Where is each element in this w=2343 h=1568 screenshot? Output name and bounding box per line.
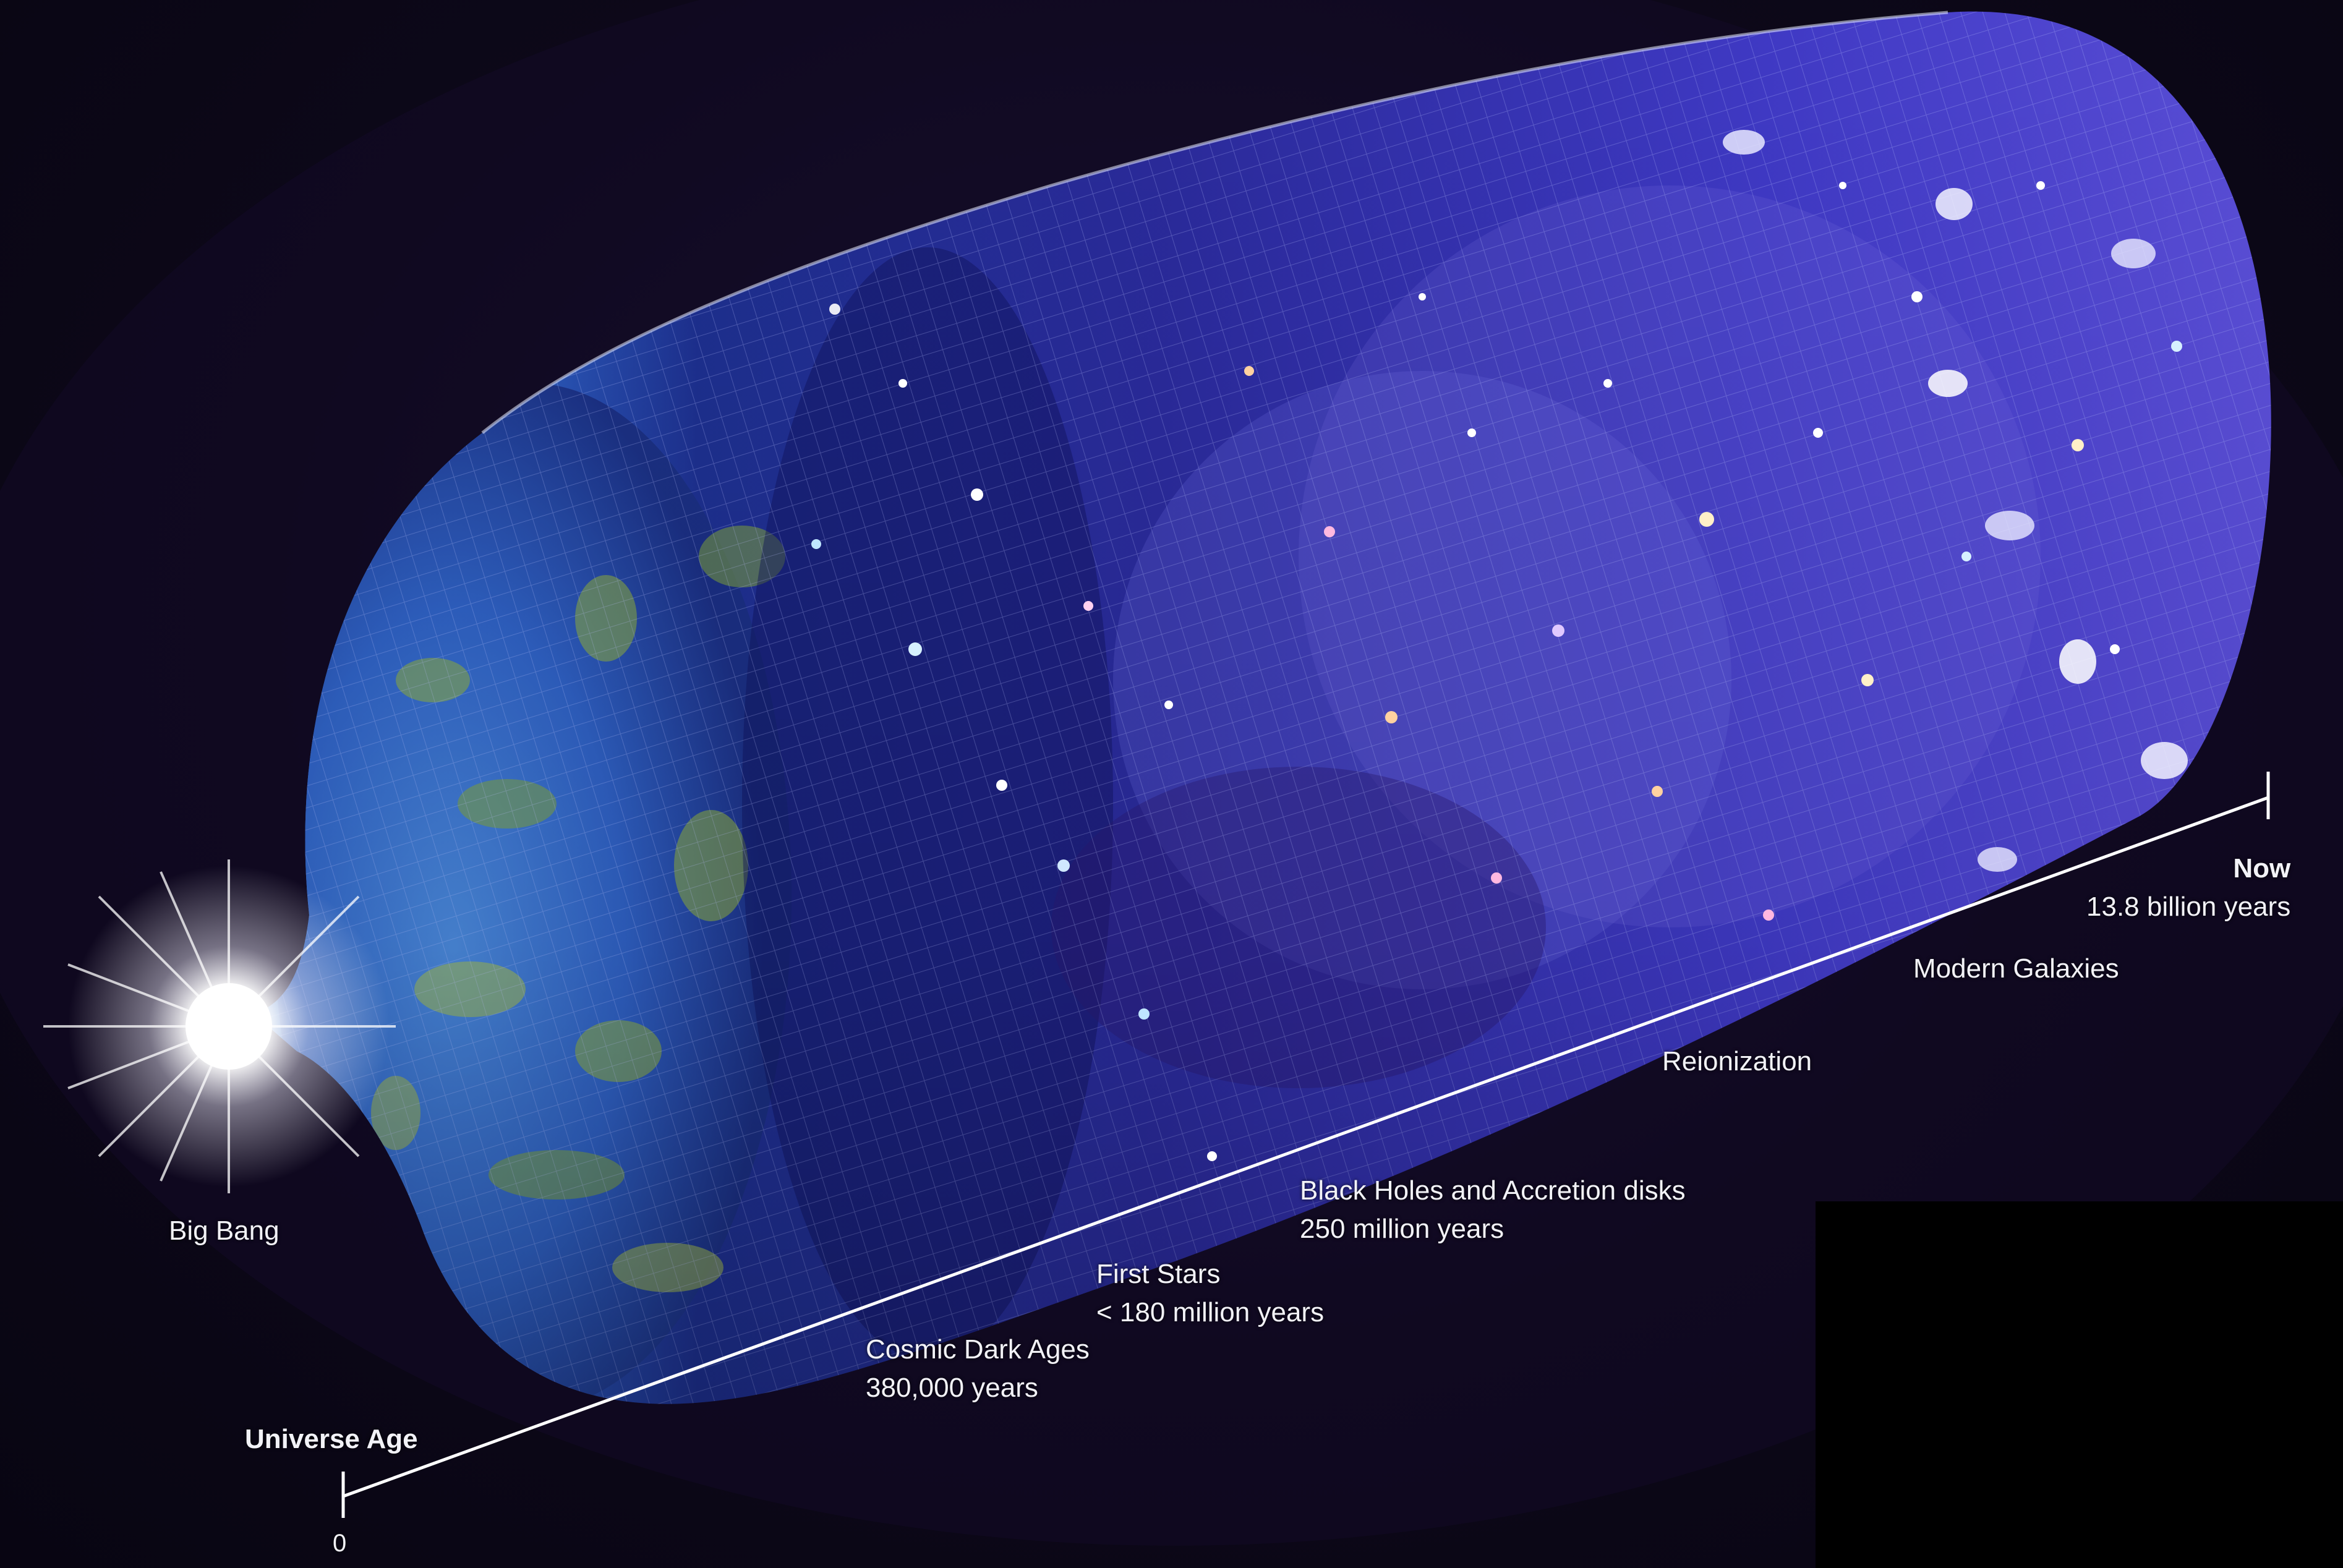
cosmic-dark-ages-age: 380,000 years	[866, 1373, 1038, 1404]
now-label: Now 13.8 billion years	[2086, 850, 2290, 927]
first-stars-age: < 180 million years	[1096, 1297, 1325, 1328]
first-stars-title: First Stars	[1096, 1259, 1221, 1289]
black-holes-age: 250 million years	[1300, 1214, 1504, 1245]
black-holes-label: Black Holes and Accretion disks 250 mill…	[1300, 1172, 1686, 1249]
now-age: 13.8 billion years	[2086, 892, 2291, 922]
timeline-start-label: 0	[333, 1530, 347, 1557]
blank-overlay-box	[1816, 1201, 2343, 1568]
universe-age-label: Universe Age	[245, 1424, 418, 1454]
big-bang-burst	[43, 859, 396, 1193]
black-holes-title: Black Holes and Accretion disks	[1300, 1175, 1686, 1206]
modern-galaxies-label: Modern Galaxies	[1913, 953, 2119, 984]
universe-age-timeline	[341, 772, 2270, 1518]
cosmic-dark-ages-label: Cosmic Dark Ages 380,000 years	[866, 1331, 1090, 1408]
reionization-label: Reionization	[1662, 1046, 1812, 1076]
first-stars-label: First Stars < 180 million years	[1096, 1255, 1324, 1332]
big-bang-label: Big Bang	[169, 1216, 280, 1246]
cosmic-dark-ages-title: Cosmic Dark Ages	[866, 1334, 1090, 1365]
stars-and-galaxies	[811, 130, 2188, 1161]
now-title: Now	[2233, 853, 2291, 884]
